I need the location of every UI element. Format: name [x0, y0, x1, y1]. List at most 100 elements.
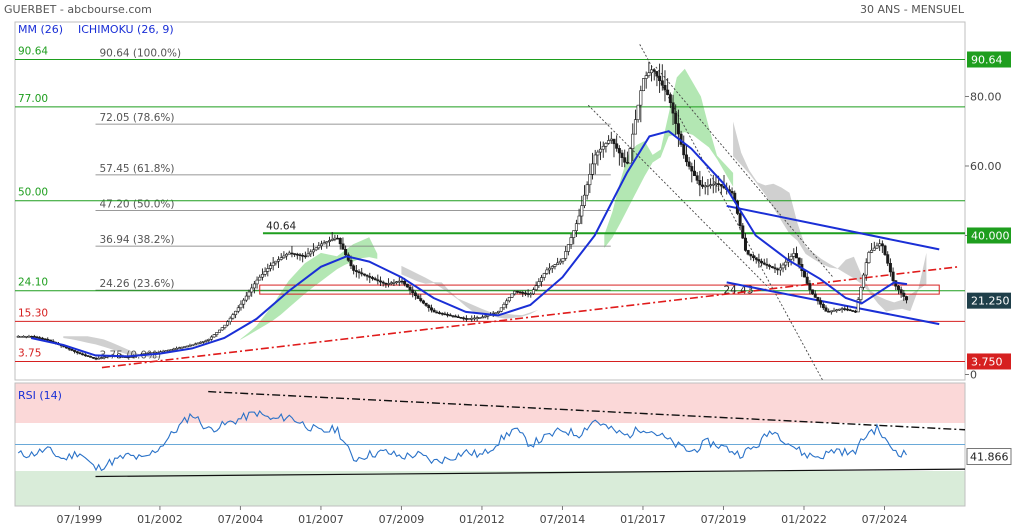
candle-body	[652, 69, 656, 72]
candle-body	[658, 75, 662, 82]
candle-body	[352, 265, 356, 271]
candle-body	[285, 253, 289, 257]
candle-body	[768, 265, 772, 267]
moving-average-layer	[30, 130, 908, 358]
candle-body	[558, 260, 562, 264]
candle-body	[408, 286, 412, 291]
ichimoku-cloud-gray	[401, 265, 539, 319]
candle-body	[242, 299, 246, 305]
candle-body	[99, 357, 103, 359]
candle-body	[231, 314, 235, 319]
candle-body	[73, 350, 77, 352]
candle-body	[848, 309, 852, 312]
candle-body	[35, 336, 39, 339]
candle-body	[666, 89, 670, 95]
candle-body	[701, 184, 705, 187]
candle-body	[83, 354, 87, 356]
candle-body	[776, 268, 780, 271]
candle-body	[824, 307, 828, 312]
candle-body	[770, 266, 774, 268]
candle-body	[169, 349, 173, 351]
level-label: 24.10	[18, 277, 48, 289]
x-tick-label: 07/2019	[701, 513, 747, 526]
candle-body	[542, 273, 546, 278]
candle-body	[531, 289, 535, 295]
candle-body	[497, 310, 501, 313]
candle-body	[719, 184, 723, 187]
candle-body	[746, 250, 750, 255]
ichimoku-cloud-layer	[63, 68, 927, 359]
candle-body	[236, 307, 240, 312]
candle-body	[717, 183, 721, 185]
candle-body	[317, 245, 321, 249]
candle-body	[454, 315, 458, 318]
candle-body	[888, 262, 892, 273]
candle-body	[574, 223, 578, 231]
candle-body	[32, 336, 36, 338]
candle-body	[867, 252, 871, 264]
candle-body	[604, 143, 608, 147]
candle-body	[24, 335, 28, 338]
x-tick-label: 07/2004	[218, 513, 264, 526]
candle-body	[260, 273, 264, 278]
x-tick-label: 07/1999	[57, 513, 103, 526]
candle-body	[760, 260, 764, 264]
candle-body	[185, 345, 189, 348]
candle-body	[193, 343, 197, 346]
candle-body	[628, 148, 632, 164]
rsi-downtrend-line	[208, 390, 966, 431]
candle-body	[341, 243, 345, 250]
candle-body	[684, 154, 688, 163]
candle-body	[204, 340, 208, 342]
candle-body	[507, 297, 511, 302]
candle-body	[252, 283, 256, 289]
candle-body	[38, 337, 42, 339]
candle-body	[609, 138, 613, 141]
candle-body	[188, 345, 192, 347]
candle-body	[537, 281, 541, 286]
candle-body	[553, 264, 557, 267]
rsi-legend: RSI (14)	[18, 389, 62, 402]
candle-body	[255, 279, 259, 285]
candle-body	[199, 341, 203, 344]
candle-body	[596, 151, 600, 156]
candle-body	[268, 265, 272, 269]
candle-body	[644, 75, 648, 79]
candle-body	[899, 289, 903, 294]
candle-body	[319, 243, 323, 247]
candle-body	[440, 312, 444, 315]
ma-legend: MM (26)	[18, 23, 63, 36]
candle-body	[40, 337, 44, 340]
candle-body	[515, 290, 519, 293]
candle-body	[827, 310, 831, 313]
candle-body	[703, 185, 707, 188]
candle-body	[642, 78, 646, 91]
fibonacci-label: 72.05 (78.6%)	[100, 112, 175, 124]
candle-body	[196, 342, 200, 345]
level-label: 15.30	[18, 307, 48, 319]
candle-body	[773, 267, 777, 270]
candle-body	[505, 300, 509, 305]
candle-body	[711, 183, 715, 186]
candle-body	[486, 314, 490, 317]
candle-body	[389, 282, 393, 285]
candle-body	[754, 257, 758, 260]
candle-body	[792, 253, 796, 257]
candle-body	[572, 230, 576, 238]
candle-body	[228, 317, 232, 322]
candle-body	[904, 296, 908, 301]
candle-body	[714, 183, 718, 185]
candle-body	[668, 94, 672, 104]
candle-body	[247, 291, 251, 297]
candle-body	[443, 313, 447, 316]
candle-body	[381, 281, 385, 284]
price-tags-layer: 90.64 40.000 21.250 3.750 41.866	[966, 51, 1012, 466]
candle-body	[709, 184, 713, 187]
candle-body	[663, 85, 667, 91]
candle-body	[494, 312, 498, 314]
candle-body	[854, 310, 858, 313]
channel-mid-line	[655, 66, 834, 278]
candle-body	[676, 123, 680, 135]
candle-body	[789, 256, 793, 260]
candle-body	[400, 280, 404, 283]
